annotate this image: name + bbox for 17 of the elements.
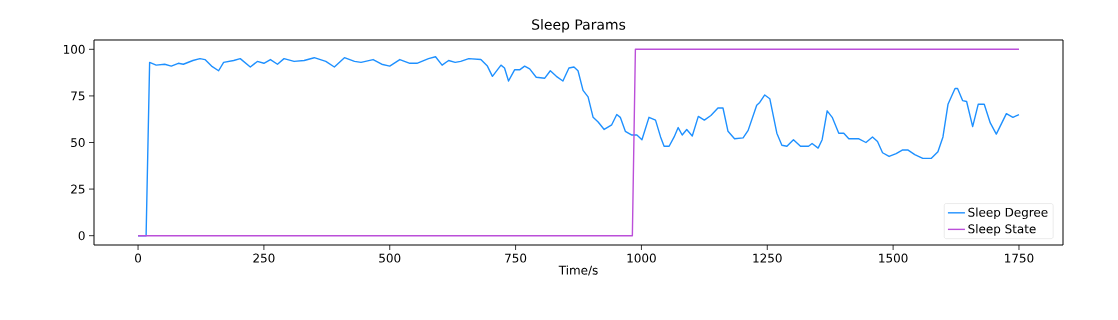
x-tick-label: 250 [253,253,275,263]
x-tick-label: 0 [135,253,142,263]
y-tick-label: 25 [71,184,85,194]
y-tick-label: 75 [71,91,85,101]
x-tick-label: 750 [505,253,527,263]
y-tick-label: 0 [78,231,85,241]
legend-label: Sleep Degree [968,207,1048,220]
y-tick-label: 100 [63,44,85,54]
x-tick-label: 1500 [879,253,908,263]
x-tick-label: 1000 [627,253,656,263]
x-tick-label: 1250 [753,253,782,263]
y-tick-label: 50 [71,137,85,148]
x-axis-title: Time/s [558,265,598,276]
x-tick-label: 500 [379,253,401,263]
chart-title: Sleep Params [532,19,626,33]
legend-label: Sleep State [968,224,1036,236]
x-tick-label: 1750 [1005,253,1034,263]
